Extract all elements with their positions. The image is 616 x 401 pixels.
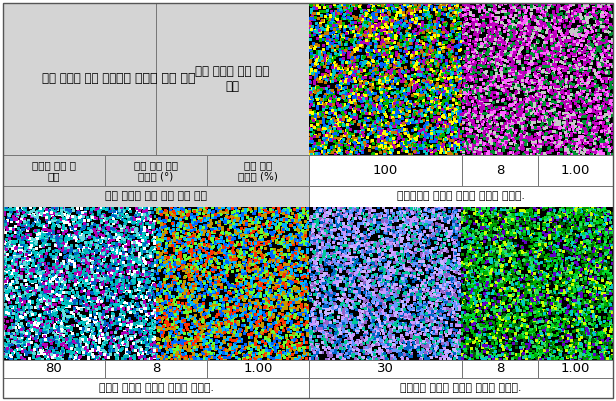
Bar — [309, 360, 462, 378]
Text: 연결된 배관이 상이한 요소로 인식됨.: 연결된 배관이 상이한 요소로 인식됨. — [99, 383, 213, 393]
Bar — [538, 360, 613, 378]
Bar — [309, 378, 613, 398]
Bar — [462, 155, 538, 186]
Text: 플렌지가 배관과 동일한 요소로 인식됨.: 플렌지가 배관과 동일한 요소로 인식됨. — [400, 383, 522, 393]
Text: 8: 8 — [152, 363, 160, 375]
Bar — [105, 360, 207, 378]
Text: 최근접 이웃 점
개수: 최근접 이웃 점 개수 — [32, 160, 76, 181]
Text: 제어기기와 배관이 동일한 요소로 인식됨.: 제어기기와 배관이 동일한 요소로 인식됨. — [397, 192, 525, 201]
Bar — [3, 3, 309, 155]
Text: 법선 벡터 각도
변화량 (°): 법선 벡터 각도 변화량 (°) — [134, 160, 178, 181]
Bar — [156, 3, 309, 155]
Bar — [105, 155, 207, 186]
Bar — [309, 155, 462, 186]
Bar — [3, 360, 105, 378]
Text: 1.00: 1.00 — [561, 363, 590, 375]
Bar — [207, 155, 309, 186]
Bar — [309, 207, 461, 360]
Text: 스캔 데이터 분할 결과 오류 분석: 스캔 데이터 분할 결과 오류 분석 — [105, 192, 207, 201]
Bar — [538, 155, 613, 186]
Bar — [207, 360, 309, 378]
Text: 1.00: 1.00 — [243, 363, 273, 375]
Bar — [462, 360, 538, 378]
Text: 100: 100 — [373, 164, 398, 177]
Text: 30: 30 — [377, 363, 394, 375]
Text: 스캔 데이터 분할 결과: 스캔 데이터 분할 결과 — [116, 73, 196, 85]
Bar — [3, 3, 156, 155]
Text: 8: 8 — [496, 164, 504, 177]
Bar — [156, 207, 309, 360]
Bar — [462, 3, 613, 155]
Text: 곡률 변화
임계값 (%): 곡률 변화 임계값 (%) — [238, 160, 278, 181]
Bar — [3, 155, 105, 186]
Bar — [309, 3, 462, 155]
Bar — [461, 207, 613, 360]
Text: 80: 80 — [46, 363, 62, 375]
Text: 8: 8 — [496, 363, 504, 375]
Text: 1.00: 1.00 — [561, 164, 590, 177]
Text: 스캔 데이터 분할 결과: 스캔 데이터 분할 결과 — [43, 73, 116, 85]
Bar — [3, 186, 309, 207]
Bar — [309, 186, 613, 207]
Text: 스캔 데이터 분할 결과
상세: 스캔 데이터 분할 결과 상세 — [195, 65, 270, 93]
Bar — [3, 378, 309, 398]
Bar — [3, 207, 156, 360]
